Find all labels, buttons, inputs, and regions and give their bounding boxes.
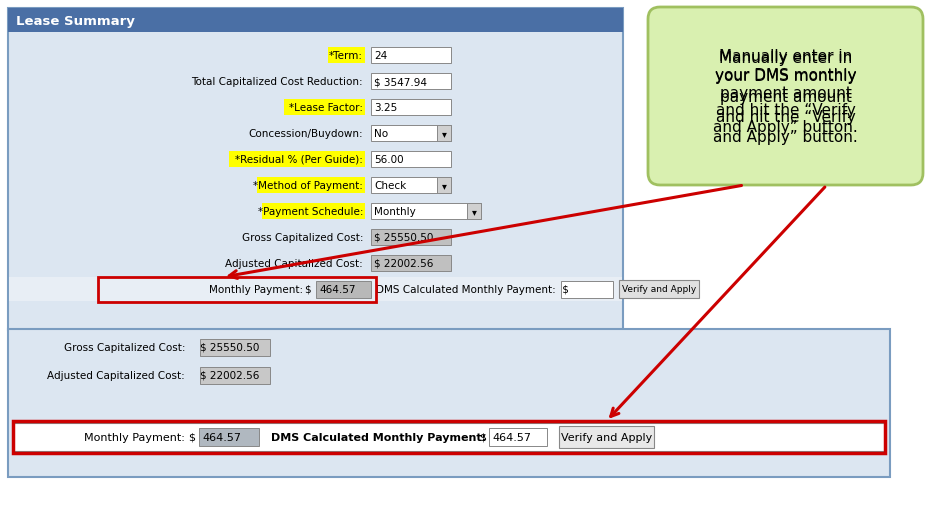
Text: *Method of Payment:: *Method of Payment: (253, 181, 363, 190)
Bar (559, 426, 654, 448)
Bar (256, 178, 365, 193)
Text: Monthly Payment:: Monthly Payment: (209, 284, 303, 294)
Text: ▾: ▾ (471, 207, 477, 217)
Text: 3.25: 3.25 (374, 103, 397, 113)
Text: $ 3547.94: $ 3547.94 (374, 77, 427, 87)
Text: DMS Calculated Monthly Payment:: DMS Calculated Monthly Payment: (271, 432, 486, 442)
Text: *Lease Factor:: *Lease Factor: (289, 103, 363, 113)
Bar (8, 9, 623, 330)
Bar (262, 204, 365, 220)
Text: Verify and Apply: Verify and Apply (622, 285, 697, 294)
Text: $ 25550.50: $ 25550.50 (200, 342, 259, 352)
Text: *Residual % (Per Guide):: *Residual % (Per Guide): (235, 155, 363, 165)
Bar (13, 423, 885, 451)
Bar (467, 204, 481, 220)
Bar (371, 126, 451, 142)
Text: Manually enter in
your DMS monthly
payment amount
and hit the “Verify
and Apply”: Manually enter in your DMS monthly payme… (713, 50, 858, 135)
Text: $ 22002.56: $ 22002.56 (200, 370, 259, 380)
Text: 24: 24 (374, 51, 387, 61)
Text: $ 22002.56: $ 22002.56 (374, 259, 434, 269)
Bar (328, 48, 365, 64)
Text: Adjusted Capitalized Cost:: Adjusted Capitalized Cost: (225, 259, 363, 269)
Text: Lease Summary: Lease Summary (16, 15, 135, 27)
Bar (619, 280, 699, 298)
Bar (437, 126, 451, 142)
Text: Monthly: Monthly (374, 207, 416, 217)
FancyBboxPatch shape (648, 8, 923, 186)
Bar (561, 281, 613, 298)
Text: DMS Calculated Monthly Payment:  $: DMS Calculated Monthly Payment: $ (376, 284, 568, 294)
Bar (229, 152, 365, 168)
Bar (371, 256, 451, 272)
Text: Adjusted Capitalized Cost:: Adjusted Capitalized Cost: (48, 370, 185, 380)
Bar (371, 152, 451, 168)
Bar (371, 204, 481, 220)
Bar (9, 277, 622, 301)
Text: Monthly Payment:: Monthly Payment: (84, 432, 185, 442)
Text: 464.57: 464.57 (319, 284, 355, 294)
Bar (371, 178, 451, 193)
Bar (371, 100, 451, 116)
Text: 56.00: 56.00 (374, 155, 404, 165)
Text: *Payment Schedule:: *Payment Schedule: (257, 207, 363, 217)
Text: ▾: ▾ (441, 181, 446, 190)
Bar (284, 100, 365, 116)
Text: $: $ (304, 284, 310, 294)
Bar (489, 428, 547, 446)
Text: Manually enter in
your DMS monthly
payment amount
and hit the “Verify
and Apply”: Manually enter in your DMS monthly payme… (713, 48, 858, 145)
Bar (200, 339, 270, 357)
Text: *Term:: *Term: (329, 51, 363, 61)
Bar (8, 9, 623, 33)
Text: Total Capitalized Cost Reduction:: Total Capitalized Cost Reduction: (192, 77, 363, 87)
Text: Check: Check (374, 181, 406, 190)
Bar (8, 329, 890, 477)
Text: 464.57: 464.57 (492, 432, 531, 442)
Text: Gross Capitalized Cost:: Gross Capitalized Cost: (241, 232, 363, 242)
Bar (98, 277, 376, 302)
Bar (316, 281, 371, 298)
Bar (200, 367, 270, 384)
Text: $: $ (479, 432, 486, 442)
Bar (371, 230, 451, 245)
Bar (371, 74, 451, 90)
Text: 464.57: 464.57 (202, 432, 241, 442)
Text: $: $ (188, 432, 195, 442)
Text: Verify and Apply: Verify and Apply (561, 432, 652, 442)
Text: $ 25550.50: $ 25550.50 (374, 232, 434, 242)
Bar (13, 421, 885, 453)
Text: Gross Capitalized Cost:: Gross Capitalized Cost: (64, 342, 185, 352)
Bar (437, 178, 451, 193)
Text: Concession/Buydown:: Concession/Buydown: (249, 129, 363, 139)
Text: ▾: ▾ (441, 129, 446, 139)
Bar (199, 428, 259, 446)
Bar (371, 48, 451, 64)
Text: No: No (374, 129, 388, 139)
